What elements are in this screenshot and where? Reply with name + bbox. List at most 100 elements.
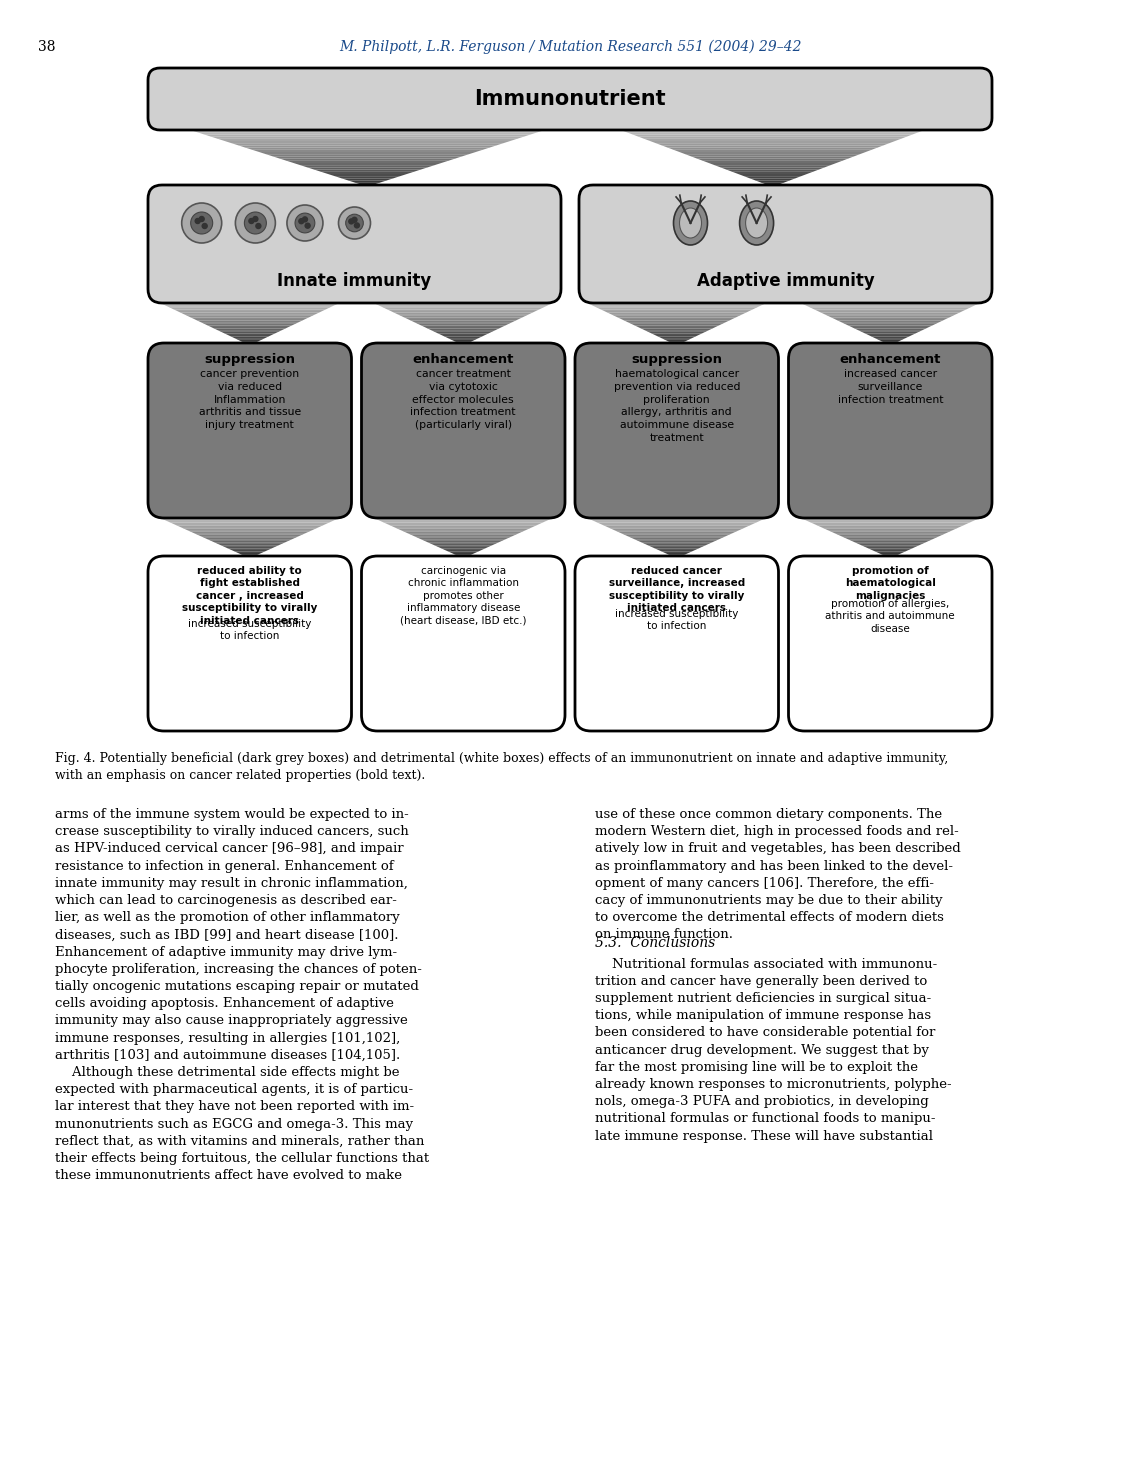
Text: promotion of
haematological
malignacies: promotion of haematological malignacies xyxy=(845,566,936,601)
Text: increased susceptibility
to infection: increased susceptibility to infection xyxy=(188,618,311,642)
Polygon shape xyxy=(391,526,536,528)
Polygon shape xyxy=(398,314,529,316)
Polygon shape xyxy=(807,306,974,308)
Polygon shape xyxy=(635,326,719,327)
Polygon shape xyxy=(855,542,926,544)
Polygon shape xyxy=(401,316,526,317)
Polygon shape xyxy=(424,541,502,542)
Polygon shape xyxy=(601,523,752,526)
Polygon shape xyxy=(377,304,549,306)
Polygon shape xyxy=(197,132,538,135)
Polygon shape xyxy=(225,140,511,143)
Polygon shape xyxy=(638,136,906,139)
Polygon shape xyxy=(658,550,695,551)
Circle shape xyxy=(339,208,370,238)
Circle shape xyxy=(253,216,258,222)
Polygon shape xyxy=(190,130,545,132)
Polygon shape xyxy=(876,338,905,339)
Polygon shape xyxy=(221,332,278,333)
Polygon shape xyxy=(207,326,292,327)
Polygon shape xyxy=(838,320,943,322)
Polygon shape xyxy=(204,323,295,326)
Text: enhancement: enhancement xyxy=(839,352,940,366)
Circle shape xyxy=(249,218,254,224)
Polygon shape xyxy=(838,535,943,537)
Circle shape xyxy=(295,213,315,232)
Polygon shape xyxy=(417,538,508,539)
Polygon shape xyxy=(611,529,742,531)
Polygon shape xyxy=(627,132,919,135)
Polygon shape xyxy=(405,532,522,534)
Text: increased susceptibility
to infection: increased susceptibility to infection xyxy=(616,610,739,632)
Polygon shape xyxy=(321,173,414,174)
Polygon shape xyxy=(604,311,749,313)
Text: increased cancer
surveillance
infection treatment: increased cancer surveillance infection … xyxy=(838,368,943,405)
Polygon shape xyxy=(225,333,275,335)
Polygon shape xyxy=(703,161,842,162)
Polygon shape xyxy=(218,330,282,332)
Text: cancer prevention
via reduced
Inflammation
arthritis and tissue
injury treatment: cancer prevention via reduced Inflammati… xyxy=(198,368,301,430)
Polygon shape xyxy=(858,330,922,332)
Polygon shape xyxy=(405,317,522,319)
Polygon shape xyxy=(235,338,264,339)
Polygon shape xyxy=(650,140,895,143)
Polygon shape xyxy=(238,145,496,148)
Polygon shape xyxy=(417,323,508,326)
Polygon shape xyxy=(645,330,709,332)
Polygon shape xyxy=(817,311,963,313)
Polygon shape xyxy=(384,522,543,523)
Polygon shape xyxy=(665,339,689,342)
Circle shape xyxy=(200,216,204,222)
Polygon shape xyxy=(455,342,472,344)
Polygon shape xyxy=(662,145,884,148)
Circle shape xyxy=(255,224,261,228)
Polygon shape xyxy=(170,308,329,310)
Polygon shape xyxy=(398,529,529,531)
Polygon shape xyxy=(879,339,902,342)
Polygon shape xyxy=(604,526,749,528)
Polygon shape xyxy=(848,326,933,327)
Polygon shape xyxy=(732,173,813,174)
Polygon shape xyxy=(207,539,292,541)
Polygon shape xyxy=(618,532,735,534)
Polygon shape xyxy=(845,538,936,539)
Polygon shape xyxy=(177,526,323,528)
Polygon shape xyxy=(644,139,901,140)
Text: Innate immunity: Innate immunity xyxy=(277,272,432,289)
Polygon shape xyxy=(401,531,526,532)
Polygon shape xyxy=(739,174,807,177)
Polygon shape xyxy=(197,535,302,537)
Polygon shape xyxy=(242,554,258,556)
Polygon shape xyxy=(642,542,712,544)
Polygon shape xyxy=(214,542,285,544)
Polygon shape xyxy=(194,319,306,320)
FancyBboxPatch shape xyxy=(575,344,779,518)
Text: Fig. 4. Potentially beneficial (dark grey boxes) and detrimental (white boxes) e: Fig. 4. Potentially beneficial (dark gre… xyxy=(55,751,948,782)
Circle shape xyxy=(181,203,221,243)
Polygon shape xyxy=(654,335,699,336)
Polygon shape xyxy=(211,541,288,542)
Polygon shape xyxy=(709,162,837,165)
Polygon shape xyxy=(715,165,830,168)
Circle shape xyxy=(202,224,207,228)
Polygon shape xyxy=(388,523,539,526)
Polygon shape xyxy=(180,313,319,314)
Polygon shape xyxy=(388,310,539,311)
Polygon shape xyxy=(177,311,323,313)
Polygon shape xyxy=(601,310,752,311)
Text: 38: 38 xyxy=(38,39,56,54)
Polygon shape xyxy=(668,554,685,556)
Polygon shape xyxy=(421,539,505,541)
Polygon shape xyxy=(817,526,963,528)
Polygon shape xyxy=(628,537,726,538)
Polygon shape xyxy=(204,135,531,136)
Polygon shape xyxy=(594,520,759,522)
Polygon shape xyxy=(231,143,504,145)
Polygon shape xyxy=(266,154,469,156)
Polygon shape xyxy=(407,319,519,320)
Polygon shape xyxy=(645,544,709,545)
Polygon shape xyxy=(876,551,905,553)
Circle shape xyxy=(302,216,308,222)
Polygon shape xyxy=(441,335,486,336)
Polygon shape xyxy=(414,322,512,323)
